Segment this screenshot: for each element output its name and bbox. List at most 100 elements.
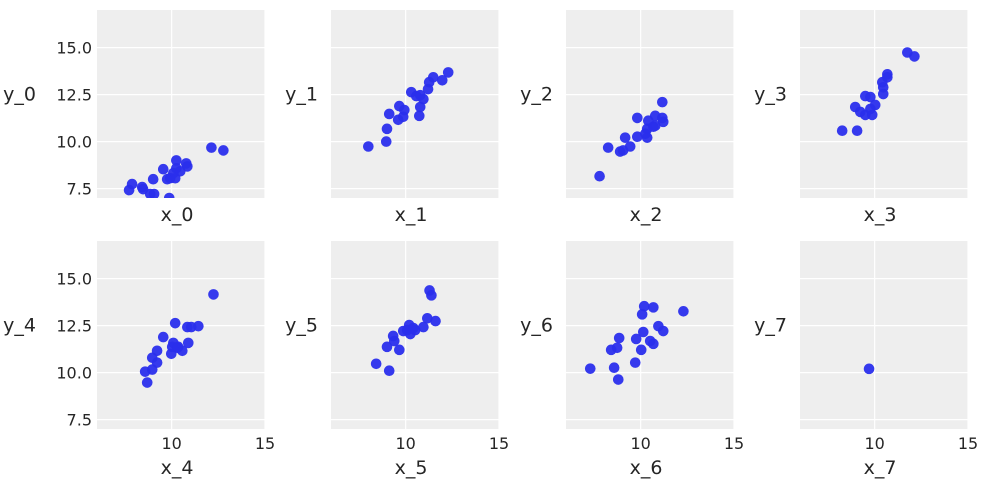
data-point	[363, 141, 374, 152]
data-point	[218, 145, 229, 156]
y-tick-label: 10.0	[56, 364, 92, 383]
plot-area	[800, 241, 968, 429]
data-point	[381, 341, 393, 353]
data-point	[206, 142, 217, 153]
data-point	[171, 155, 182, 166]
x-axis-label: x_3	[864, 204, 897, 226]
y-axis-label: y_1	[285, 84, 318, 106]
plot-area	[800, 10, 968, 198]
y-axis-label: y_4	[3, 315, 36, 337]
data-point	[442, 67, 454, 78]
plot-area	[97, 241, 265, 429]
y-axis-label: y_6	[520, 315, 553, 337]
subplot-3: x_3 y_3	[754, 10, 969, 226]
y-tick-label: 7.5	[67, 180, 92, 199]
x-tick-label: 10	[630, 434, 650, 453]
data-point	[408, 322, 419, 334]
data-point	[851, 125, 863, 136]
points	[123, 142, 229, 198]
subplot-6: 10 15 x_6 y_6	[520, 241, 744, 479]
x-tick-label: 15	[724, 434, 744, 453]
y-tick-label: 15.0	[56, 270, 92, 289]
data-point	[161, 173, 173, 185]
subplot-5: 10 15 x_5 y_5	[285, 241, 509, 479]
data-point	[865, 91, 876, 103]
data-point	[636, 309, 648, 320]
y-axis-label: y_0	[3, 84, 36, 106]
data-point	[148, 188, 160, 198]
data-point	[836, 125, 848, 136]
x-axis-label: x_2	[630, 204, 663, 226]
x-tick-label: 15	[958, 434, 978, 453]
data-point	[399, 104, 410, 116]
data-point	[169, 172, 181, 184]
points	[836, 47, 920, 136]
data-point	[678, 306, 689, 317]
subplot-1: x_1 y_1	[285, 10, 500, 226]
data-point	[619, 132, 631, 143]
data-point	[630, 333, 642, 345]
data-point	[584, 363, 596, 374]
points	[584, 300, 689, 385]
y-tick-label: 10.0	[56, 133, 92, 152]
data-point	[418, 321, 429, 333]
x-tick-label: 15	[255, 434, 275, 453]
data-point	[123, 184, 135, 196]
y-axis-label: y_3	[754, 84, 787, 106]
data-point	[177, 345, 188, 357]
subplot-7: 10 15 x_7 y_7	[754, 241, 978, 479]
data-point	[157, 163, 169, 175]
data-point	[163, 192, 175, 198]
points	[370, 285, 441, 377]
data-point	[648, 121, 659, 133]
x-axis-label: x_0	[161, 204, 194, 226]
x-tick-label: 10	[395, 434, 415, 453]
data-point	[414, 101, 426, 113]
data-point	[909, 51, 920, 62]
data-point	[147, 173, 159, 185]
y-tick-label: 12.5	[56, 86, 92, 105]
data-point	[882, 72, 893, 83]
data-point	[169, 317, 181, 329]
data-point	[877, 81, 889, 93]
y-axis-label: y_5	[285, 315, 318, 337]
data-point	[383, 365, 395, 377]
x-axis-label: x_5	[395, 457, 428, 479]
data-point	[413, 110, 425, 122]
data-point	[427, 72, 439, 83]
data-point	[380, 136, 392, 147]
data-point	[383, 108, 395, 120]
data-point	[141, 377, 153, 388]
data-point	[208, 289, 219, 300]
plot-area	[331, 10, 499, 198]
x-axis-label: x_1	[395, 204, 428, 226]
data-point	[629, 357, 641, 368]
subplot-0: 7.5 10.0 12.5 15.0 x_0 y_0	[3, 10, 266, 226]
subplot-4: 7.5 10.0 12.5 15.0 10 15 x_4 y_4	[3, 241, 275, 479]
data-point	[608, 362, 620, 374]
data-point	[657, 116, 669, 128]
data-point	[624, 141, 636, 152]
x-axis-label: x_6	[630, 457, 663, 479]
data-point	[370, 358, 382, 370]
subplot-2: x_2 y_2	[520, 10, 735, 226]
data-point	[594, 170, 605, 182]
data-point	[632, 131, 643, 143]
y-tick-label: 12.5	[56, 317, 92, 336]
data-point	[394, 344, 405, 356]
y-axis-label: y_2	[520, 84, 553, 106]
y-tick-label: 15.0	[56, 39, 92, 58]
data-point	[436, 75, 448, 86]
x-tick-label: 15	[489, 434, 509, 453]
data-point	[387, 330, 399, 342]
data-point	[193, 320, 204, 332]
data-point	[612, 374, 624, 385]
data-point	[602, 142, 614, 153]
plot-area	[566, 10, 734, 198]
x-axis-label: x_7	[864, 457, 897, 479]
data-point	[151, 345, 163, 357]
points	[363, 67, 454, 152]
data-point	[640, 128, 651, 140]
data-point	[648, 302, 659, 313]
data-point	[430, 315, 441, 327]
